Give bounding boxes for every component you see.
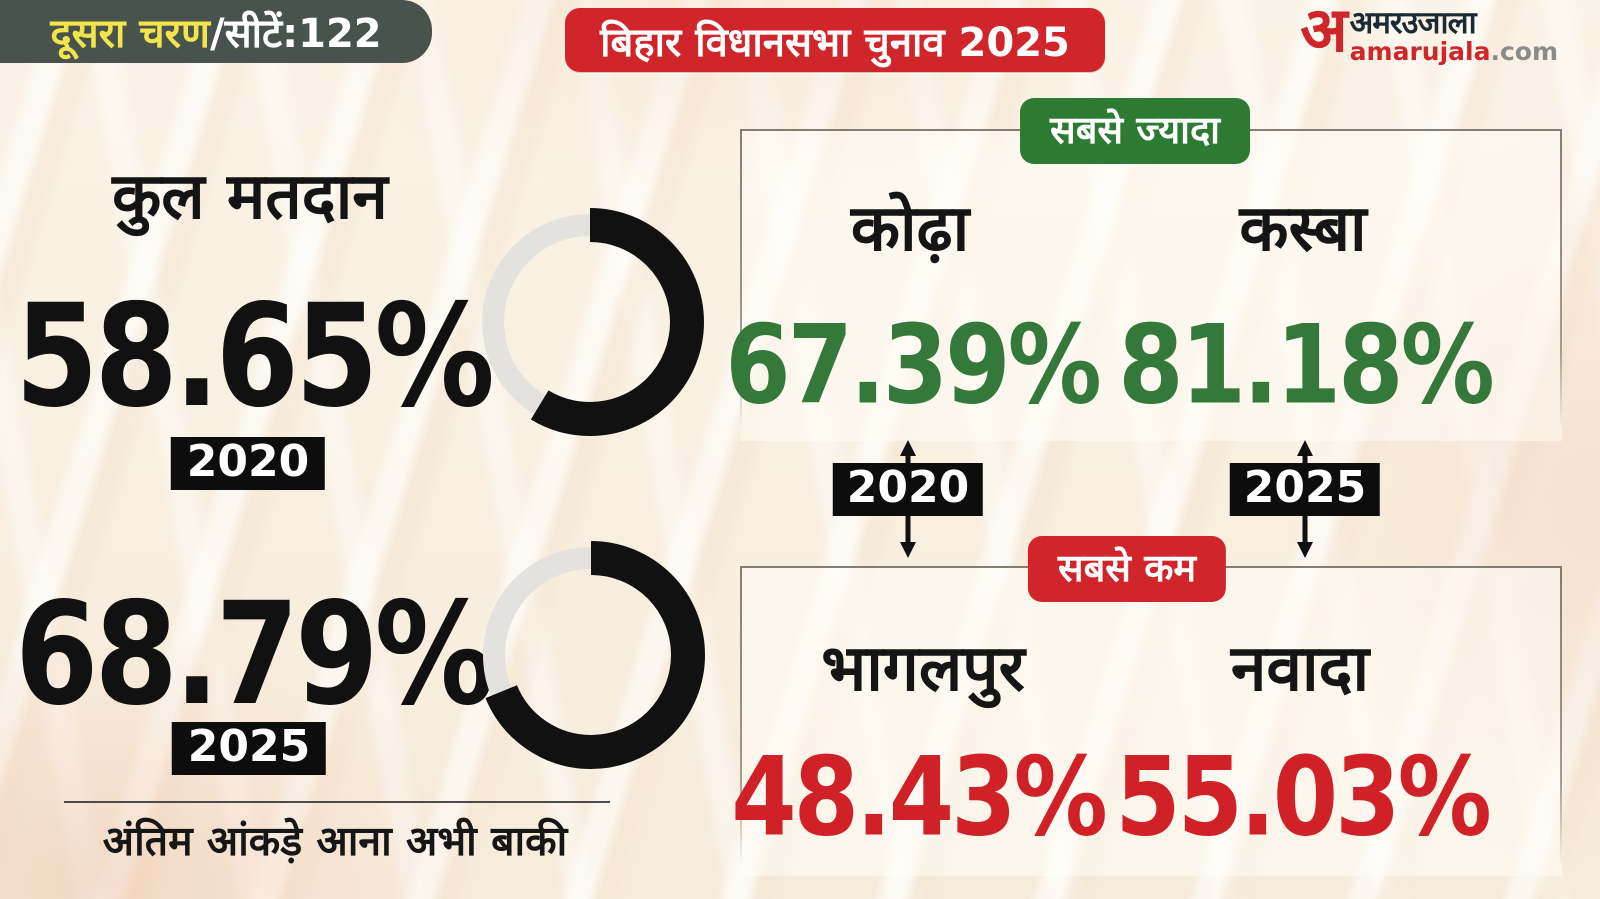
highest-2020-value: 67.39% xyxy=(725,302,1102,430)
highest-turnout-panel xyxy=(740,129,1562,441)
page-title-text: बिहार विधानसभा चुनाव 2025 xyxy=(600,19,1070,66)
note-divider xyxy=(64,801,610,803)
lowest-2025-value: 55.03% xyxy=(1115,734,1492,862)
lowest-turnout-panel xyxy=(740,566,1562,876)
logo-domain: amarujala.com xyxy=(1349,37,1558,66)
donut-gauge-2025 xyxy=(477,541,705,769)
lowest-2020-constituency: भागलपुर xyxy=(821,632,1025,706)
final-figures-note: अंतिम आंकड़े आना अभी बाकी xyxy=(102,817,568,865)
column-year-chip-2025: 2025 xyxy=(1229,463,1381,517)
seats-label: /सीटें:122 xyxy=(209,11,382,57)
turnout-2025-value: 68.79% xyxy=(15,573,495,738)
page-title: बिहार विधानसभा चुनाव 2025 xyxy=(565,8,1105,72)
highest-2025-value: 81.18% xyxy=(1118,302,1495,430)
lowest-badge: सबसे कम xyxy=(1027,536,1227,602)
logo-domain-tld: .com xyxy=(1490,37,1558,66)
phase-label: दूसरा चरण xyxy=(50,11,210,57)
highest-badge: सबसे ज्यादा xyxy=(1020,98,1250,164)
turnout-2020-value: 58.65% xyxy=(15,275,495,440)
turnout-2025-year-chip: 2025 xyxy=(171,722,327,776)
column-year-chip-2020: 2020 xyxy=(832,463,984,517)
logo-name-hindi: अमरउजाला xyxy=(1349,5,1477,41)
lowest-2020-value: 48.43% xyxy=(731,734,1108,862)
lowest-2025-constituency: नवादा xyxy=(1230,632,1370,706)
phase-badge: दूसरा चरण/सीटें:122 xyxy=(0,0,432,63)
highest-2025-constituency: कस्बा xyxy=(1239,192,1367,266)
highest-2020-constituency: कोढ़ा xyxy=(850,192,970,266)
logo-domain-name: amarujala xyxy=(1349,37,1491,66)
total-turnout-heading: कुल मतदान xyxy=(112,160,388,234)
logo-glyph-icon: अ xyxy=(1300,0,1347,66)
donut-arc-2025 xyxy=(477,541,705,769)
turnout-2020-year-chip: 2020 xyxy=(170,437,326,491)
donut-arc-2020 xyxy=(476,208,704,436)
donut-gauge-2020 xyxy=(476,208,704,436)
amar-ujala-logo: अ अमरउजाला amarujala.com xyxy=(1300,0,1558,66)
